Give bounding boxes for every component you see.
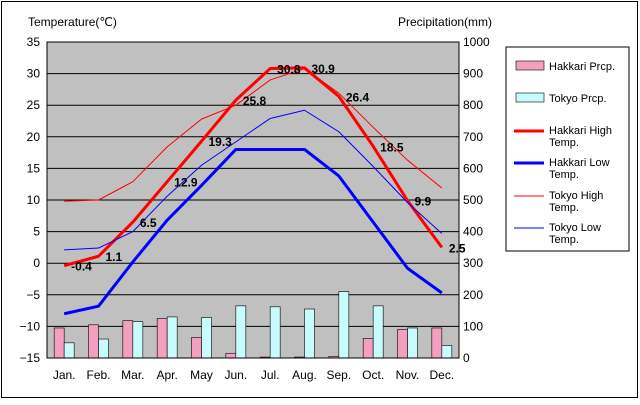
precip-bar-hakkari-prcp [191,337,202,359]
line-tokyo-high-temp [64,68,443,202]
precip-bar-tokyo-prcp [201,317,212,359]
precip-bar-tokyo-prcp [407,327,418,359]
temperature-tick-label: −15 [20,351,41,365]
precipitation-tick-label: 400 [463,225,483,239]
data-label: 19.3 [209,135,233,149]
legend-swatch [515,92,545,103]
temperature-tick-label: 5 [33,225,40,239]
month-label: Feb. [86,368,110,382]
data-label: -0.4 [71,260,92,274]
month-label: Sep. [326,368,351,382]
legend-label: Hakkari Prcp. [549,61,615,73]
legend-box [505,46,630,252]
precip-bar-hakkari-prcp [431,327,443,359]
precip-bar-tokyo-prcp [63,342,75,359]
temperature-tick-label: 10 [27,193,41,207]
month-label: May [190,368,213,382]
precipitation-tick-label: 800 [463,98,483,112]
month-label: Dec. [429,368,454,382]
data-label: 1.1 [106,250,123,264]
precip-bar-tokyo-prcp [98,338,109,359]
precipitation-tick-label: 200 [463,288,483,302]
data-label: 9.9 [415,195,432,209]
precip-bar-tokyo-prcp [372,305,384,359]
legend-label: Tokyo Low Temp. [549,222,601,246]
line-hakkari-high-temp [63,66,444,268]
precip-bar-tokyo-prcp [132,321,144,359]
precipitation-tick-label: 1000 [463,35,490,49]
precipitation-tick-label: 100 [463,319,483,333]
precip-bar-hakkari-prcp [362,338,374,359]
legend-label: Tokyo Prcp. [549,93,606,105]
precipitation-axis-title: Precipitation(mm) [398,15,492,29]
data-label: 30.9 [312,62,336,76]
data-label: 6.5 [140,216,157,230]
legend-label: Hakkari Low Temp. [549,157,610,181]
legend: Hakkari Prcp. Tokyo Prcp. Hakkari High Temp… [505,46,630,252]
temperature-tick-label: 0 [33,256,40,270]
precip-bar-tokyo-prcp [166,316,178,359]
temperature-tick-label: 15 [27,161,41,175]
precipitation-tick-label: 600 [463,161,483,175]
precip-bar-hakkari-prcp [397,329,408,359]
data-label: 30.8 [277,63,301,77]
precip-bar-hakkari-prcp [88,324,99,359]
temperature-tick-label: 30 [27,67,41,81]
month-label: Oct. [362,368,384,382]
legend-swatch [515,60,545,71]
precip-bar-tokyo-prcp [269,306,281,359]
precip-bar-tokyo-prcp [235,305,247,359]
temperature-tick-label: 20 [27,130,41,144]
temperature-axis-title: Temperature(℃) [28,15,117,29]
month-label: Jun. [224,368,247,382]
precip-bar-hakkari-prcp [53,327,65,359]
temperature-tick-label: 25 [27,98,41,112]
precipitation-tick-label: 0 [463,351,470,365]
plot-border [46,41,460,359]
data-label: 12.9 [174,176,198,190]
temperature-tick-label: 35 [27,35,41,49]
month-label: Mar. [121,368,144,382]
data-label: 2.5 [449,241,466,255]
precip-bar-hakkari-prcp [156,318,168,359]
temperature-tick-label: −10 [20,319,41,333]
legend-label: Tokyo High Temp. [549,190,603,214]
month-label: Nov. [396,368,420,382]
precipitation-tick-label: 700 [463,130,483,144]
month-label: Aug. [292,368,317,382]
line-hakkari-low-temp [63,147,443,316]
temperature-tick-label: −5 [26,288,40,302]
legend-label: Hakkari High Temp. [549,125,612,149]
precipitation-tick-label: 500 [463,193,483,207]
precipitation-tick-label: 300 [463,256,483,270]
precip-bar-tokyo-prcp [304,308,315,359]
precip-bar-tokyo-prcp [338,291,350,359]
data-label: 18.5 [380,140,404,154]
precip-bar-hakkari-prcp [122,320,134,359]
precip-bar-hakkari-prcp [225,352,237,359]
month-label: Jul. [261,368,280,382]
precip-bar-tokyo-prcp [441,345,453,359]
precipitation-tick-label: 900 [463,67,483,81]
data-label: 26.4 [346,90,370,104]
month-label: Apr. [156,368,177,382]
line-tokyo-low-temp [64,109,443,251]
month-label: Jan. [53,368,76,382]
data-label: 25.8 [243,94,267,108]
